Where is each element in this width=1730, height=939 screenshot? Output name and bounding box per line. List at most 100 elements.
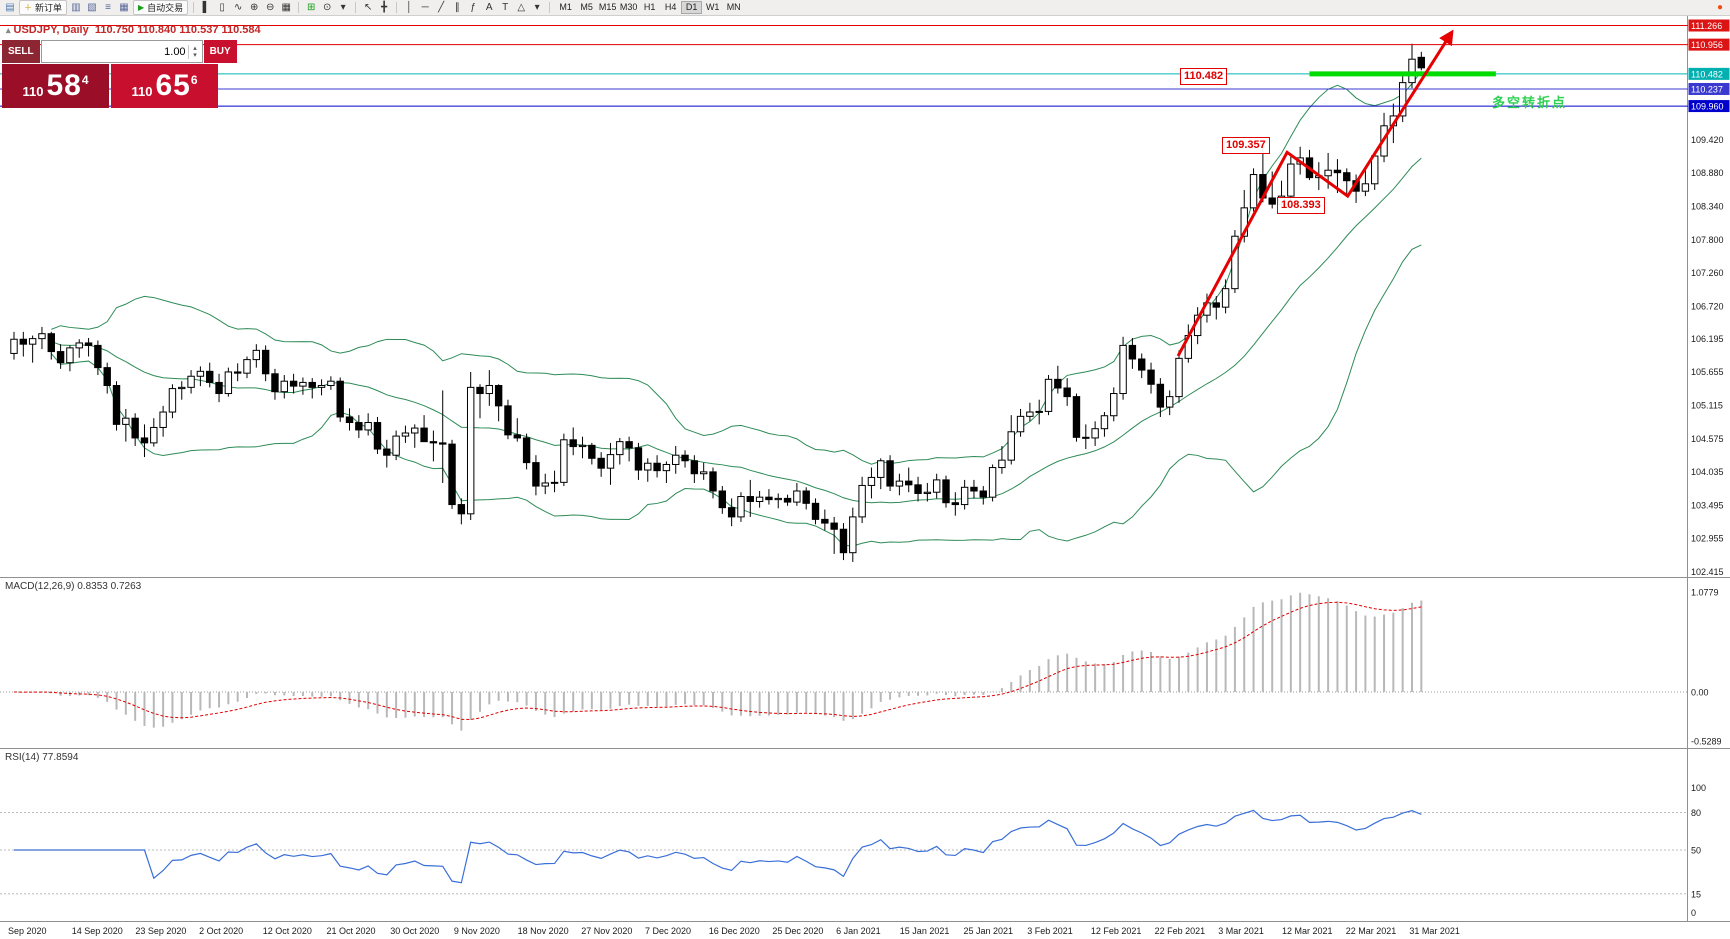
date-label: 22 Mar 2021 <box>1346 926 1397 936</box>
buy-price[interactable]: 110 65 6 <box>111 64 218 108</box>
timeframe-w1[interactable]: W1 <box>705 2 720 12</box>
one-click-trading-panel: SELL ▴ ▾ BUY 110 58 4 110 65 6 <box>2 40 237 108</box>
macd-label: MACD(12,26,9) 0.8353 0.7263 <box>5 581 142 592</box>
price-annotation-109357[interactable]: 109.357 <box>1222 137 1270 154</box>
chart-collapse-icon[interactable]: ▴ <box>6 25 11 35</box>
period-icon[interactable]: ⊙ <box>322 2 332 13</box>
terminal-icon[interactable]: ▦ <box>119 2 129 13</box>
trendline-icon[interactable]: ╱ <box>438 2 445 13</box>
svg-text:105.115: 105.115 <box>1691 400 1723 410</box>
svg-text:80: 80 <box>1691 808 1701 818</box>
buy-price-pips: 65 <box>155 69 191 102</box>
date-label: 3 Feb 2021 <box>1027 926 1073 936</box>
zoom-out-icon[interactable]: ⊖ <box>265 2 275 13</box>
new-order-button-label: 新订单 <box>35 3 63 13</box>
tile-windows-icon[interactable]: ▦ <box>281 2 291 13</box>
date-label: 27 Nov 2020 <box>581 926 632 936</box>
rsi-pane[interactable] <box>0 809 1688 895</box>
bar-chart-icon[interactable]: ▌ <box>202 2 210 13</box>
market-watch-icon[interactable]: ▥ <box>71 2 81 13</box>
auto-trading-button[interactable]: ▶ 自动交易 <box>133 0 189 15</box>
chart-title: ▴ USDJPY, Daily 110.750 110.840 110.537 1… <box>6 24 261 36</box>
candlestick-icon[interactable]: ▯ <box>219 2 225 13</box>
toolbar-separator <box>396 2 398 13</box>
date-label: 12 Oct 2020 <box>263 926 312 936</box>
macd-pane[interactable] <box>0 592 1688 731</box>
timeframe-d1[interactable]: D1 <box>681 1 703 14</box>
svg-text:107.260: 107.260 <box>1691 268 1724 278</box>
date-label: 16 Dec 2020 <box>709 926 760 936</box>
date-label: 14 Sep 2020 <box>72 926 123 936</box>
buy-button[interactable]: BUY <box>203 40 237 63</box>
text-icon[interactable]: A <box>485 2 493 13</box>
timeframe-h1[interactable]: H1 <box>643 2 656 12</box>
line-chart-icon[interactable]: ∿ <box>233 2 243 13</box>
auto-trading-button-label: 自动交易 <box>147 3 184 13</box>
date-label: 31 Mar 2021 <box>1409 926 1460 936</box>
price-annotation-108393[interactable]: 108.393 <box>1277 197 1325 214</box>
price-pane[interactable] <box>0 25 1688 562</box>
shapes-icon[interactable]: △ <box>517 2 526 13</box>
spinner-down-icon[interactable]: ▾ <box>193 51 197 59</box>
svg-text:15: 15 <box>1691 889 1701 899</box>
svg-text:103.495: 103.495 <box>1691 500 1724 510</box>
data-window-icon[interactable]: ▧ <box>87 2 97 13</box>
svg-text:100: 100 <box>1691 783 1706 793</box>
timeframe-m30[interactable]: M30 <box>619 2 638 12</box>
date-label: 7 Dec 2020 <box>645 926 691 936</box>
channel-icon[interactable]: ∥ <box>454 2 460 13</box>
sell-price-big-figure: 110 <box>22 83 44 99</box>
ohlc-values: 110.750 110.840 110.537 110.584 <box>94 24 261 36</box>
new-order-button[interactable]: ＋新订单 <box>19 0 68 15</box>
volume-field: ▴ ▾ <box>40 40 203 63</box>
indicators-icon[interactable]: ⊞ <box>306 2 316 13</box>
sell-button[interactable]: SELL <box>2 40 40 63</box>
svg-text:106.195: 106.195 <box>1691 334 1724 344</box>
price-annotation-110482[interactable]: 110.482 <box>1180 68 1228 85</box>
volume-spinner[interactable]: ▴ ▾ <box>187 44 202 59</box>
toolbar-separator <box>298 2 300 13</box>
new-chart-icon[interactable]: ▤ <box>5 2 15 13</box>
crosshair-icon[interactable]: ╋ <box>381 2 388 13</box>
templates-icon[interactable]: ▾ <box>340 2 346 13</box>
sell-price[interactable]: 110 58 4 <box>2 64 109 108</box>
timeframe-m15[interactable]: M15 <box>598 2 617 12</box>
svg-text:106.720: 106.720 <box>1691 301 1724 311</box>
timeframe-h4[interactable]: H4 <box>664 2 677 12</box>
timeframe-m1[interactable]: M1 <box>559 2 572 12</box>
horizontal-line-icon[interactable]: ─ <box>421 2 429 13</box>
navigator-icon[interactable]: ≡ <box>105 2 111 13</box>
date-label: 6 Jan 2021 <box>836 926 881 936</box>
vertical-line-icon[interactable]: │ <box>406 2 413 13</box>
date-label: 21 Oct 2020 <box>327 926 376 936</box>
svg-text:107.800: 107.800 <box>1691 235 1724 245</box>
label-icon[interactable]: T <box>502 2 509 13</box>
symbol-period-label: USDJPY, Daily <box>13 24 89 36</box>
alert-badge-icon[interactable]: ● <box>1716 2 1724 13</box>
zoom-in-icon[interactable]: ⊕ <box>249 2 259 13</box>
svg-text:102.955: 102.955 <box>1691 534 1724 544</box>
svg-text:110.482: 110.482 <box>1691 69 1723 79</box>
date-label: 25 Dec 2020 <box>772 926 823 936</box>
svg-text:110.956: 110.956 <box>1691 40 1723 50</box>
date-label: 12 Feb 2021 <box>1091 926 1142 936</box>
fibonacci-icon[interactable]: ƒ <box>470 2 476 13</box>
timeframe-mn[interactable]: MN <box>726 2 741 12</box>
svg-text:109.420: 109.420 <box>1691 135 1724 145</box>
volume-input[interactable] <box>41 45 188 58</box>
timeframe-m5[interactable]: M5 <box>580 2 593 12</box>
buy-price-big-figure: 110 <box>131 83 153 99</box>
cursor-icon[interactable]: ↖ <box>363 2 373 13</box>
svg-text:111.266: 111.266 <box>1691 21 1722 31</box>
toolbar-separator <box>549 2 551 13</box>
toolbar-separator <box>355 2 357 13</box>
turning-point-note[interactable]: 多空转折点 <box>1492 95 1568 110</box>
date-label: 9 Nov 2020 <box>454 926 500 936</box>
svg-text:-0.5289: -0.5289 <box>1691 737 1722 747</box>
trend-arrow[interactable] <box>1176 29 1454 357</box>
spinner-up-icon[interactable]: ▴ <box>193 44 197 52</box>
sell-price-fraction: 4 <box>81 73 89 87</box>
arrows-dropdown-icon[interactable]: ▾ <box>534 2 540 13</box>
